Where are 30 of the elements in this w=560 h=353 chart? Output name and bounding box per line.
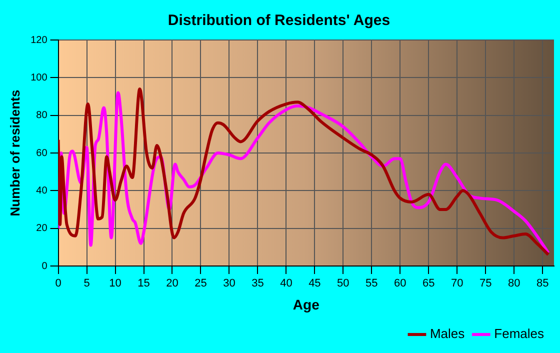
y-tick-label: 20 (36, 223, 48, 234)
x-tick-label: 80 (508, 278, 520, 290)
x-tick-label: 65 (422, 278, 435, 290)
x-tick-label: 0 (55, 278, 62, 290)
y-tick-label: 80 (36, 110, 48, 122)
x-tick-label: 45 (308, 278, 321, 290)
x-tick-label: 30 (223, 278, 236, 290)
x-tick-label: 60 (394, 278, 406, 290)
y-tick-label: 40 (36, 185, 48, 196)
x-tick-label: 5 (84, 278, 90, 290)
x-tick-label: 70 (451, 278, 464, 290)
x-axis-title: Age (292, 296, 320, 312)
x-tick-label: 40 (280, 278, 292, 290)
x-tick-label: 25 (194, 278, 207, 290)
x-tick-label: 15 (138, 278, 150, 290)
x-tick-label: 75 (480, 278, 492, 290)
y-tick-label: 0 (42, 260, 48, 272)
x-tick-label: 50 (337, 278, 350, 290)
legend-label: Females (494, 326, 544, 342)
x-tick-label: 20 (166, 278, 178, 290)
y-tick-label: 60 (36, 148, 48, 159)
chart-title: Distribution of Residents' Ages (168, 12, 390, 30)
legend-label: Males (430, 326, 466, 342)
x-tick-label: 35 (252, 278, 264, 290)
y-axis-title: Number of residents (7, 90, 22, 216)
y-tick-label: 100 (30, 72, 48, 84)
x-tick-label: 55 (366, 278, 378, 290)
x-tick-label: 10 (109, 278, 122, 290)
x-tick-label: 85 (536, 278, 549, 290)
y-tick-label: 120 (30, 34, 48, 46)
